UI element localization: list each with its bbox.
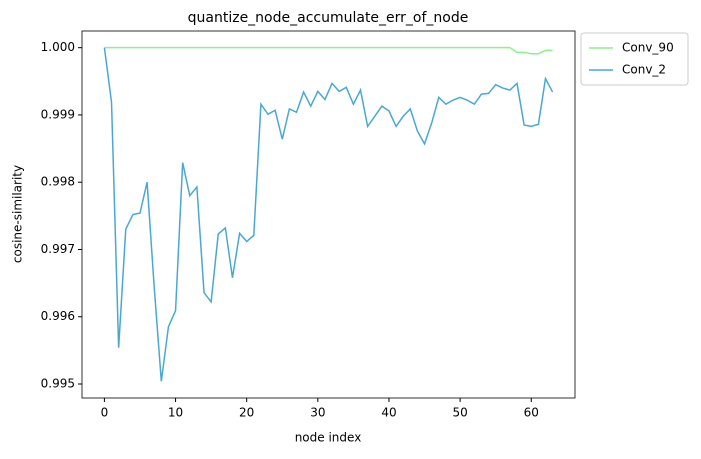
y-tick-label: 1.000: [41, 40, 75, 54]
x-tick-label: 50: [452, 406, 467, 420]
y-tick-label: 0.995: [41, 377, 75, 391]
x-tick-label: 20: [239, 406, 254, 420]
legend-label: Conv_90: [622, 41, 674, 55]
x-tick-label: 60: [524, 406, 539, 420]
line-series: [104, 46, 553, 55]
y-axis-label: cosine-similarity: [11, 165, 25, 263]
legend-box: [580, 32, 689, 86]
plot-frame: [81, 30, 576, 399]
y-tick-label: 0.999: [41, 107, 75, 121]
x-axis-label: node index: [295, 431, 362, 445]
line-series: [103, 47, 554, 382]
chart-title: quantize_node_accumulate_err_of_node: [188, 10, 469, 26]
x-tick-label: 40: [381, 406, 396, 420]
legend-label: Conv_2: [622, 63, 666, 77]
y-tick-label: 0.997: [41, 242, 75, 256]
x-tick-label: 30: [310, 406, 325, 420]
x-tick-label: 10: [168, 406, 183, 420]
y-tick-label: 0.998: [41, 175, 75, 189]
x-tick-label: 0: [101, 406, 109, 420]
y-tick-label: 0.996: [41, 309, 75, 323]
